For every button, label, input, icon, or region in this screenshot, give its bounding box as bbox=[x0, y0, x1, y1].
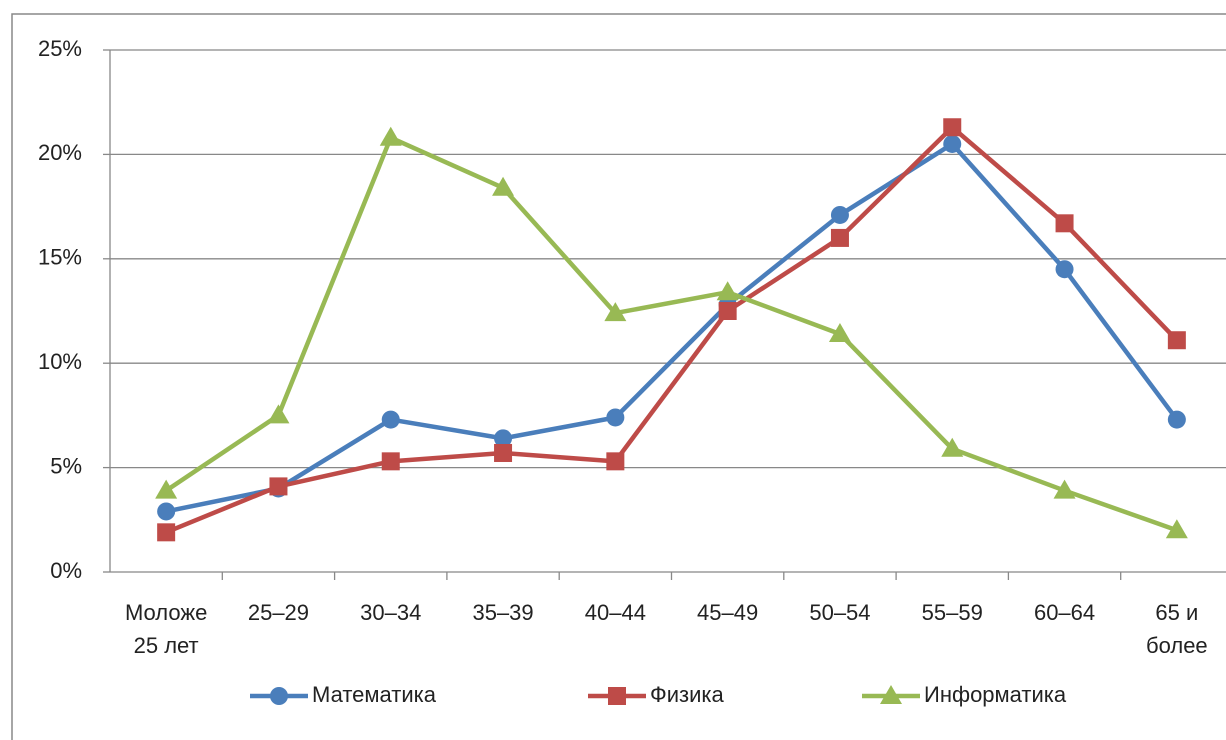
legend-label: Информатика bbox=[924, 682, 1067, 707]
marker bbox=[1167, 410, 1186, 429]
marker bbox=[830, 228, 849, 247]
y-tick-label: 10% bbox=[38, 349, 82, 374]
marker bbox=[943, 118, 962, 137]
legend-label: Физика bbox=[650, 682, 724, 707]
legend-label: Математика bbox=[312, 682, 437, 707]
marker bbox=[381, 452, 400, 471]
x-tick-label: 55–59 bbox=[921, 600, 983, 625]
x-tick-label: 45–49 bbox=[697, 600, 759, 625]
marker bbox=[830, 205, 849, 224]
x-tick-label: 30–34 bbox=[360, 600, 422, 625]
marker bbox=[943, 134, 962, 153]
marker bbox=[828, 322, 851, 342]
marker bbox=[606, 452, 625, 471]
marker bbox=[1055, 260, 1074, 279]
marker bbox=[155, 479, 178, 499]
marker bbox=[494, 443, 513, 462]
marker bbox=[1055, 214, 1074, 233]
marker bbox=[718, 302, 737, 320]
series-line bbox=[165, 141, 1179, 514]
x-tick-label: 35–39 bbox=[472, 600, 534, 625]
x-tick-label: 25–29 bbox=[247, 600, 310, 625]
x-tick-label: 40–44 bbox=[584, 600, 646, 625]
series-line bbox=[164, 135, 1178, 533]
marker bbox=[492, 176, 515, 196]
marker bbox=[941, 437, 964, 457]
series-line bbox=[165, 125, 1179, 535]
marker bbox=[269, 477, 288, 496]
marker bbox=[1053, 479, 1076, 499]
legend-marker bbox=[880, 685, 902, 704]
x-tick-label: 50–54 bbox=[809, 600, 871, 625]
y-tick-label: 15% bbox=[38, 245, 82, 270]
marker bbox=[157, 502, 176, 521]
marker bbox=[1167, 331, 1186, 350]
legend-marker bbox=[608, 687, 626, 705]
marker bbox=[381, 410, 400, 429]
y-tick-label: 20% bbox=[38, 140, 82, 165]
marker bbox=[1165, 519, 1188, 539]
x-tick-label: Моложе 25 лет bbox=[124, 600, 208, 658]
y-tick-label: 0% bbox=[50, 558, 82, 583]
y-tick-label: 5% bbox=[50, 453, 82, 478]
x-tick-label: 65 и более bbox=[1146, 600, 1208, 658]
y-tick-label: 25% bbox=[38, 36, 82, 61]
legend-marker bbox=[270, 687, 288, 705]
marker bbox=[157, 523, 176, 542]
marker bbox=[494, 429, 513, 448]
x-tick-label: 60–64 bbox=[1033, 600, 1096, 625]
marker bbox=[379, 126, 402, 146]
marker bbox=[604, 302, 627, 322]
chart-frame bbox=[11, 13, 1226, 740]
marker bbox=[606, 408, 625, 427]
marker bbox=[267, 404, 290, 424]
marker bbox=[716, 281, 739, 301]
